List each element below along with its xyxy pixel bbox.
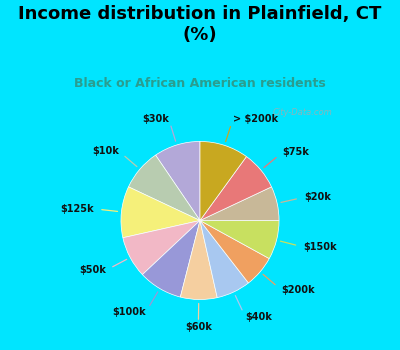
Text: $200k: $200k [281, 285, 315, 295]
Wedge shape [200, 220, 248, 298]
Text: $150k: $150k [303, 242, 337, 252]
Wedge shape [200, 187, 279, 220]
Wedge shape [200, 220, 269, 283]
Wedge shape [200, 141, 246, 220]
Text: Income distribution in Plainfield, CT
(%): Income distribution in Plainfield, CT (%… [18, 5, 382, 44]
Text: $125k: $125k [60, 204, 94, 214]
Wedge shape [121, 187, 200, 238]
Wedge shape [200, 156, 272, 220]
Text: City-Data.com: City-Data.com [273, 108, 333, 117]
Text: $30k: $30k [142, 113, 169, 124]
Wedge shape [123, 220, 200, 275]
Text: $40k: $40k [246, 312, 272, 322]
Text: $20k: $20k [304, 192, 331, 202]
Text: > $200k: > $200k [233, 114, 278, 124]
Text: $75k: $75k [282, 147, 309, 158]
Wedge shape [200, 220, 279, 259]
Text: $50k: $50k [79, 265, 106, 275]
Wedge shape [156, 141, 200, 220]
Wedge shape [180, 220, 217, 300]
Text: $10k: $10k [92, 146, 119, 156]
Text: $60k: $60k [185, 322, 212, 332]
Wedge shape [128, 155, 200, 220]
Text: $100k: $100k [112, 307, 146, 317]
Text: Black or African American residents: Black or African American residents [74, 77, 326, 90]
Wedge shape [142, 220, 200, 297]
